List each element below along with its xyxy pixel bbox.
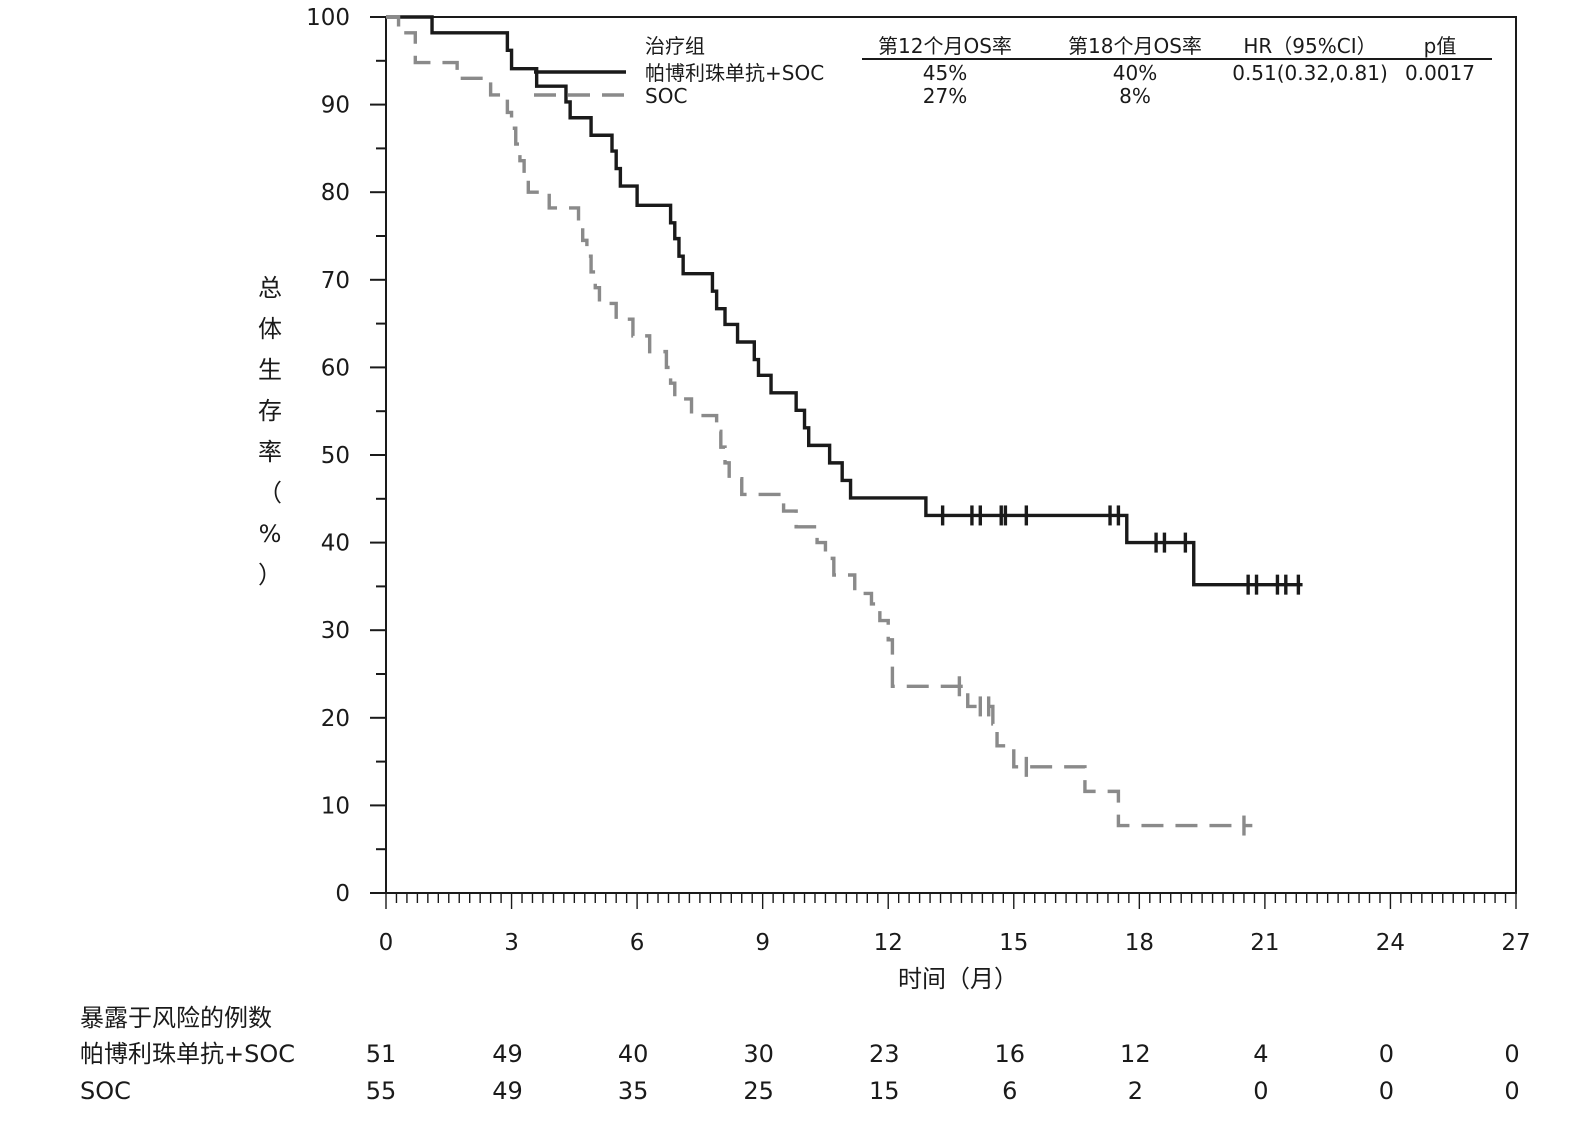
- y-tick-label: 80: [321, 180, 350, 206]
- x-tick-label: 9: [755, 930, 770, 956]
- plot-frame: [385, 16, 1517, 894]
- y-tick-label: 0: [335, 881, 350, 907]
- risk-count: 2: [1128, 1077, 1143, 1105]
- x-tick-label: 12: [874, 930, 903, 956]
- risk-count: 15: [869, 1077, 900, 1105]
- y-tick-label: 10: [321, 793, 350, 819]
- y-tick-label: 20: [321, 706, 350, 732]
- risk-count: 16: [995, 1040, 1026, 1068]
- risk-count: 25: [743, 1077, 774, 1105]
- legend-header: HR（95%CI）: [1243, 34, 1376, 58]
- risk-count: 49: [492, 1040, 523, 1068]
- risk-count: 0: [1504, 1040, 1519, 1068]
- legend-table: 治疗组 第12个月OS率 第18个月OS率 HR（95%CI） p值帕博利珠单抗+SOC…: [534, 34, 1492, 108]
- y-axis-title-char: 率: [258, 438, 282, 466]
- risk-count: 55: [366, 1077, 397, 1105]
- risk-count: 0: [1379, 1077, 1394, 1105]
- y-tick-label: 30: [321, 618, 350, 644]
- risk-count: 0: [1379, 1040, 1394, 1068]
- legend-header: p值: [1424, 34, 1457, 58]
- legend-series-label: 帕博利珠单抗+SOC: [645, 61, 824, 85]
- legend-header: 第18个月OS率: [1068, 34, 1202, 58]
- risk-count: 0: [1504, 1077, 1519, 1105]
- y-tick-label: 60: [321, 355, 350, 381]
- y-axis-title-char: （: [258, 479, 282, 507]
- risk-row-label: 帕博利珠单抗+SOC: [80, 1040, 295, 1068]
- risk-count: 12: [1120, 1040, 1151, 1068]
- x-tick-label: 18: [1125, 930, 1154, 956]
- risk-row-label: SOC: [80, 1077, 131, 1105]
- x-axis-title: 时间（月）: [898, 965, 1018, 993]
- x-tick-label: 0: [379, 930, 394, 956]
- legend-value: 45%: [923, 61, 967, 85]
- x-axis: 0 3 6 9 12 15 18 21 24 27: [379, 893, 1531, 956]
- y-axis-title-char: 体: [258, 315, 282, 343]
- y-axis-title-char: 生: [258, 356, 282, 384]
- risk-count: 30: [743, 1040, 774, 1068]
- x-tick-label: 21: [1250, 930, 1279, 956]
- risk-count: 51: [366, 1040, 397, 1068]
- risk-count: 49: [492, 1077, 523, 1105]
- legend-value: 8%: [1119, 84, 1151, 108]
- y-axis-title-char: %: [259, 520, 282, 548]
- legend-value: 0.51(0.32,0.81): [1232, 61, 1388, 85]
- legend-value: 40%: [1113, 61, 1157, 85]
- y-axis-title-char: 存: [258, 397, 282, 425]
- risk-count: 6: [1002, 1077, 1017, 1105]
- x-tick-label: 24: [1376, 930, 1405, 956]
- legend-header: 治疗组: [645, 34, 705, 58]
- y-axis: 0 10 20 30 40 50 60 70 80 90 100: [306, 5, 386, 907]
- x-tick-label: 27: [1501, 930, 1530, 956]
- risk-table-title: 暴露于风险的例数: [80, 1004, 272, 1032]
- risk-count: 35: [618, 1077, 649, 1105]
- legend-value: 27%: [923, 84, 967, 108]
- y-tick-label: 70: [321, 268, 350, 294]
- risk-count: 40: [618, 1040, 649, 1068]
- legend-header: 第12个月OS率: [878, 34, 1012, 58]
- x-tick-label: 3: [504, 930, 519, 956]
- x-tick-label: 6: [630, 930, 645, 956]
- risk-count: 4: [1253, 1040, 1268, 1068]
- risk-count: 0: [1253, 1077, 1268, 1105]
- series-line-pembrolizumab-soc: [386, 15, 1303, 587]
- series-line-soc: [386, 15, 1253, 828]
- y-axis-title-char: ）: [258, 561, 282, 589]
- x-tick-label: 15: [999, 930, 1028, 956]
- legend-series-label: SOC: [645, 84, 687, 108]
- legend-value: 0.0017: [1405, 61, 1475, 85]
- series-group: [386, 15, 1303, 836]
- y-axis-title-char: 总: [258, 274, 282, 302]
- y-tick-label: 50: [321, 443, 350, 469]
- y-tick-label: 40: [321, 531, 350, 557]
- y-tick-label: 90: [321, 93, 350, 119]
- y-tick-label: 100: [306, 5, 350, 31]
- risk-count: 23: [869, 1040, 900, 1068]
